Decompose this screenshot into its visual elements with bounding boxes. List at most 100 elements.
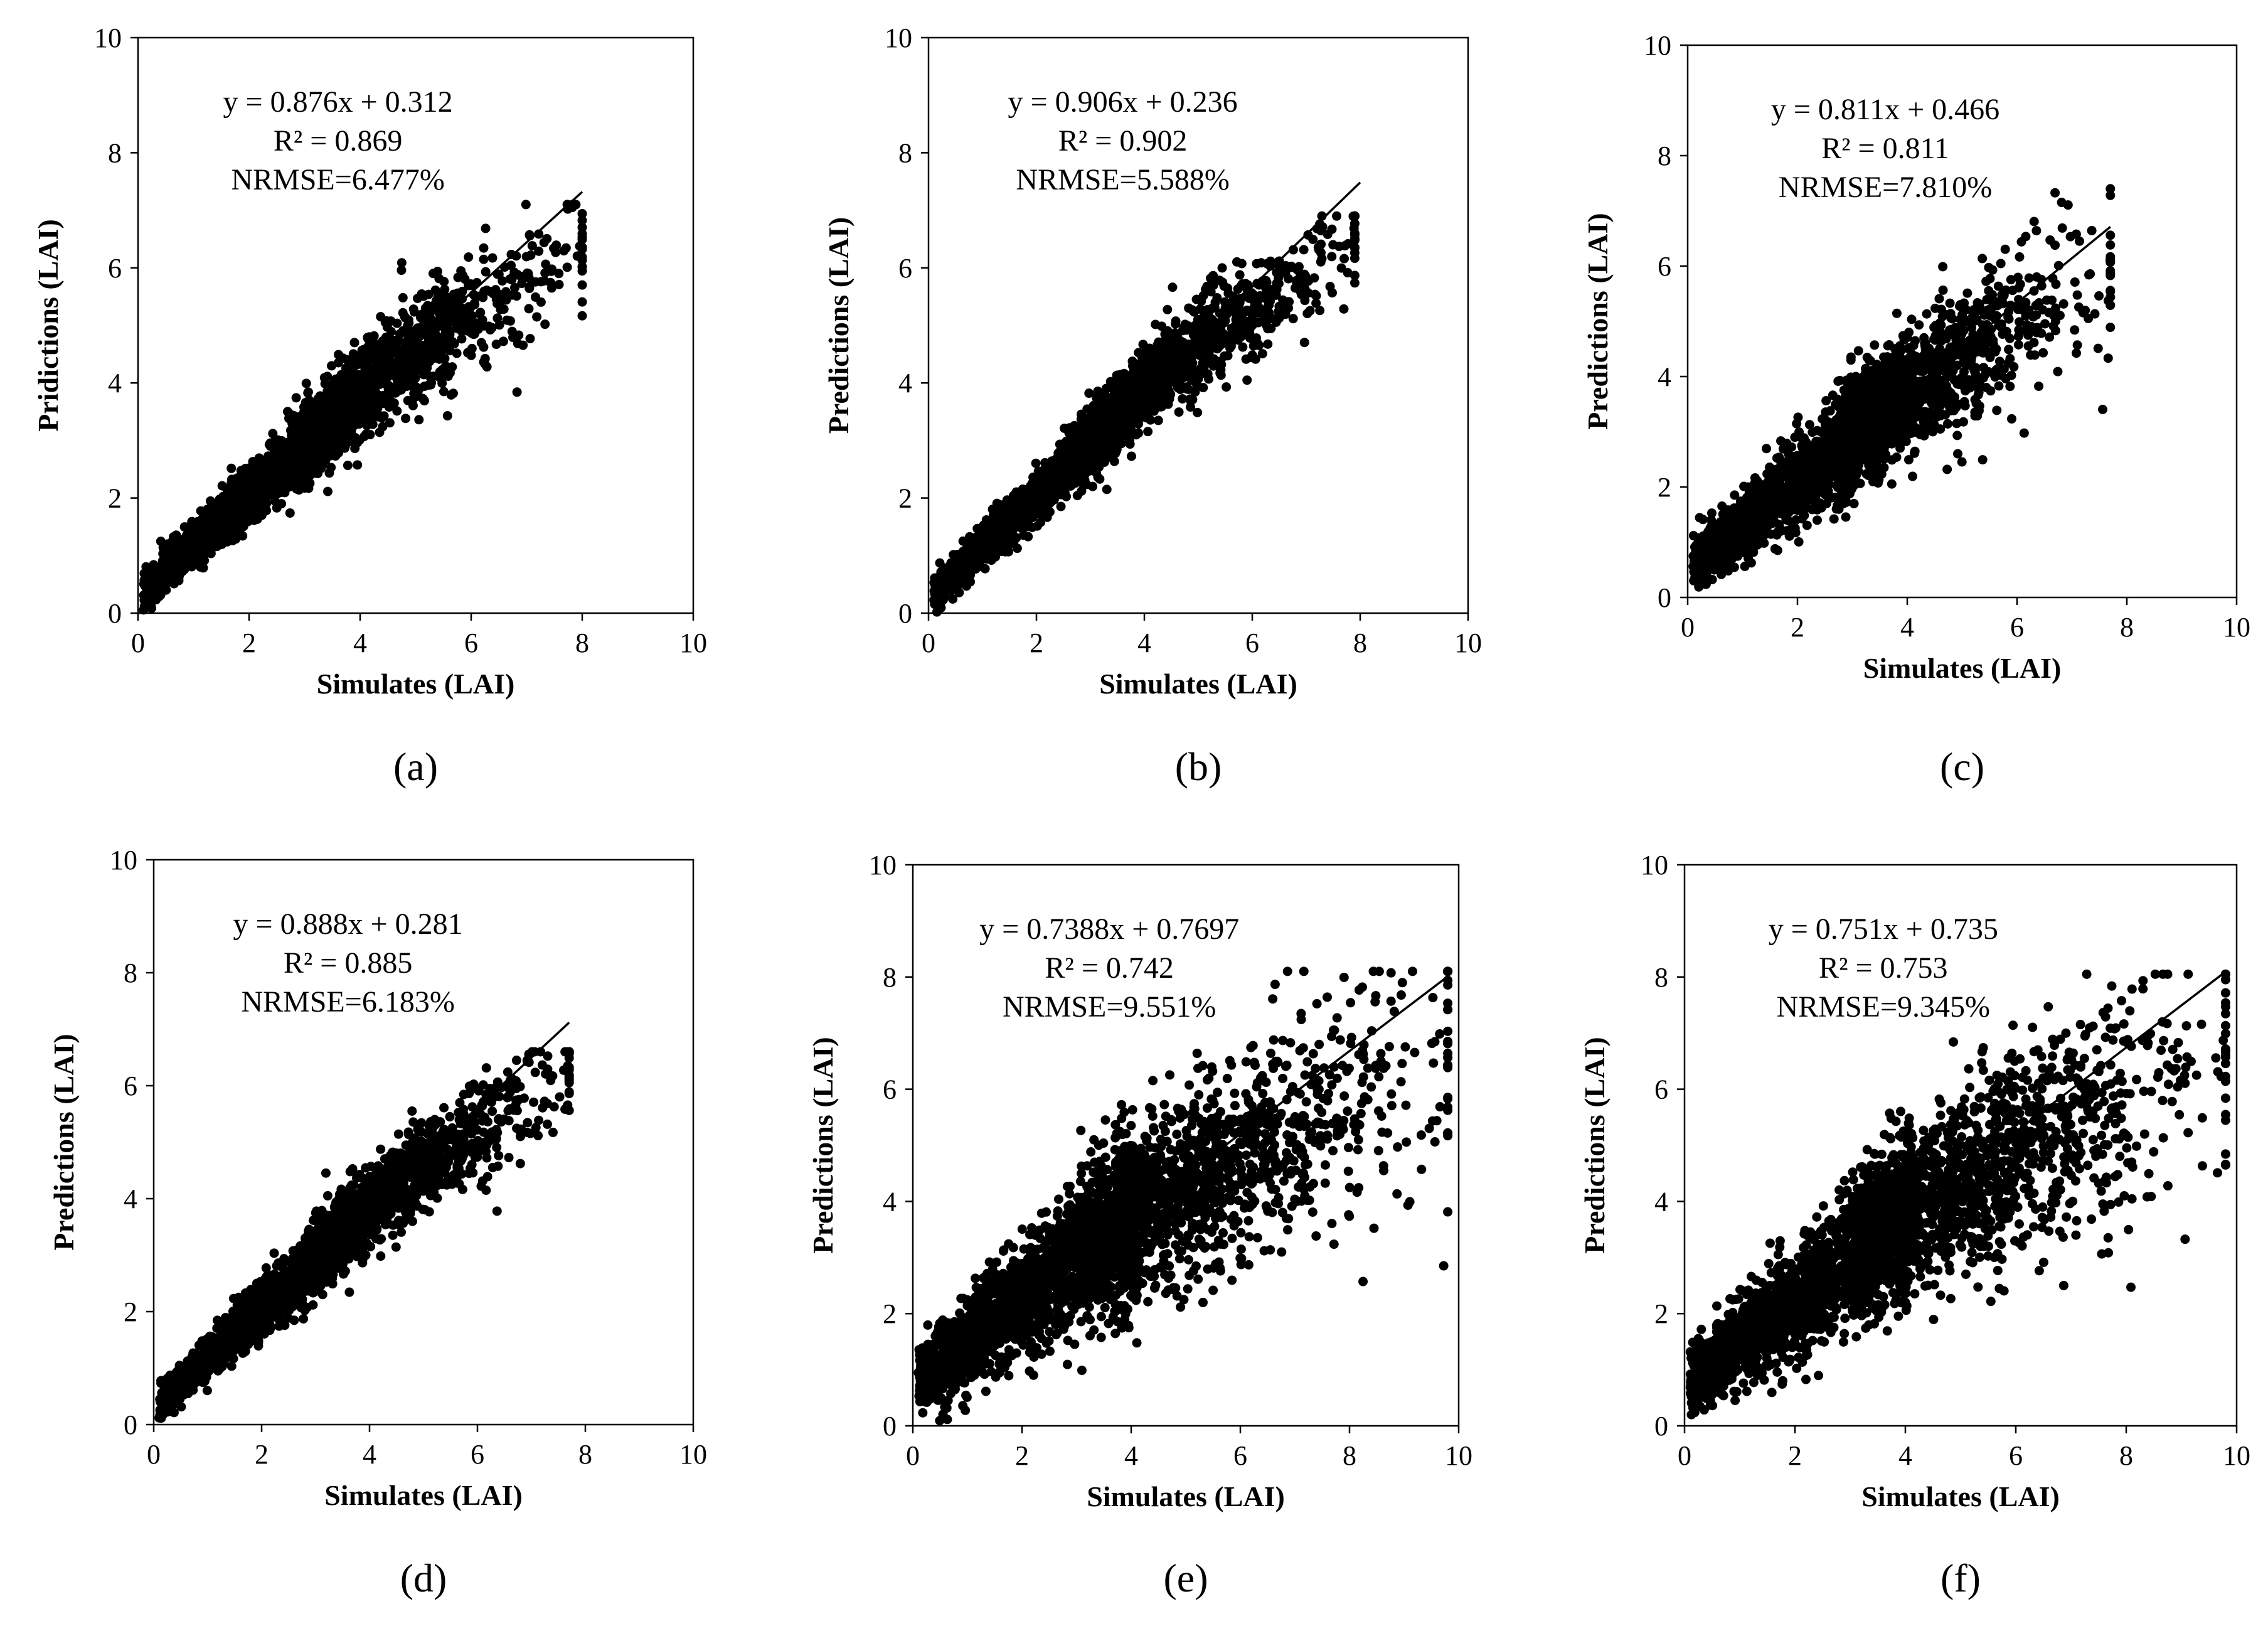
data-point [341,424,351,434]
data-point [336,439,346,449]
data-point [1318,222,1328,232]
y-tick-label: 2 [898,483,912,514]
data-point [378,422,388,432]
data-point [310,418,320,428]
data-point [1299,245,1309,255]
data-point [379,348,389,358]
data-point [373,412,383,422]
data-point [348,365,358,375]
data-point [559,246,569,256]
data-point [577,280,587,290]
data-point [398,326,408,336]
data-point [1163,304,1173,314]
data-point [527,241,537,251]
data-point [1196,296,1206,306]
data-point [285,508,295,518]
data-point [410,389,420,399]
data-point [322,486,333,496]
data-point [414,415,424,425]
data-point [1055,439,1065,449]
data-point [299,421,309,431]
data-point [491,340,501,350]
data-point [457,319,467,329]
data-point [179,522,189,532]
data-point [1343,268,1353,278]
data-point [283,480,293,490]
data-point [191,551,201,561]
y-tick-label: 8 [898,137,912,168]
data-point [1332,211,1342,221]
annotation-nrmse: NRMSE=6.477% [231,163,444,196]
y-tick-label: 10 [885,23,912,53]
data-point [1102,484,1112,495]
data-point [275,436,285,446]
data-point [386,396,396,406]
data-point [1232,257,1242,267]
x-tick-label: 6 [464,628,478,658]
data-point [1350,278,1360,288]
data-point [991,511,1001,521]
data-point [932,607,942,617]
data-point [1272,267,1282,277]
data-point [1019,520,1029,530]
data-point [340,381,350,391]
data-point [317,406,327,416]
data-point [415,361,425,372]
data-point [388,369,398,379]
data-point [1220,297,1230,307]
data-point [310,445,320,455]
data-point [545,277,555,287]
data-point [517,279,527,289]
data-point [206,540,216,550]
data-point [539,237,549,247]
data-point [246,510,256,520]
data-point [162,546,173,556]
y-tick-label: 0 [108,598,122,629]
data-point [1222,382,1232,392]
data-point [1254,308,1264,318]
data-point [400,312,410,322]
annotation-equation: y = 0.876x + 0.312 [223,85,453,119]
data-point [526,250,536,260]
data-point [540,268,550,278]
data-point [521,200,531,210]
x-tick-label: 0 [922,628,935,658]
data-point [444,343,454,353]
data-point [419,396,429,406]
data-point [577,255,587,265]
data-point [1263,339,1273,349]
data-point [228,490,238,500]
data-point [316,463,326,473]
data-point [439,367,449,377]
data-point [506,260,516,270]
data-point [477,315,487,325]
data-point [226,463,237,473]
data-point [418,291,429,301]
data-point [201,511,211,522]
x-tick-label: 8 [575,628,589,658]
data-point [464,252,474,262]
data-point [512,387,522,397]
data-point [157,577,168,587]
x-axis-title: Simulates (LAI) [317,668,515,700]
data-point [481,223,491,233]
data-point [1242,375,1252,385]
data-point [362,420,372,431]
data-point [577,244,587,254]
data-point [410,373,420,383]
data-point [392,406,402,416]
y-tick-label: 6 [898,253,912,284]
data-point [562,262,572,272]
data-point [351,438,361,448]
data-point [382,322,392,332]
data-point [479,243,489,253]
data-point [1109,456,1119,466]
y-axis-title: Predictions (LAI) [823,217,854,434]
data-point [196,562,206,572]
data-point [322,372,333,382]
data-point [1264,300,1274,310]
data-point [505,316,515,326]
x-tick-label: 4 [353,628,367,658]
data-point [458,307,468,317]
